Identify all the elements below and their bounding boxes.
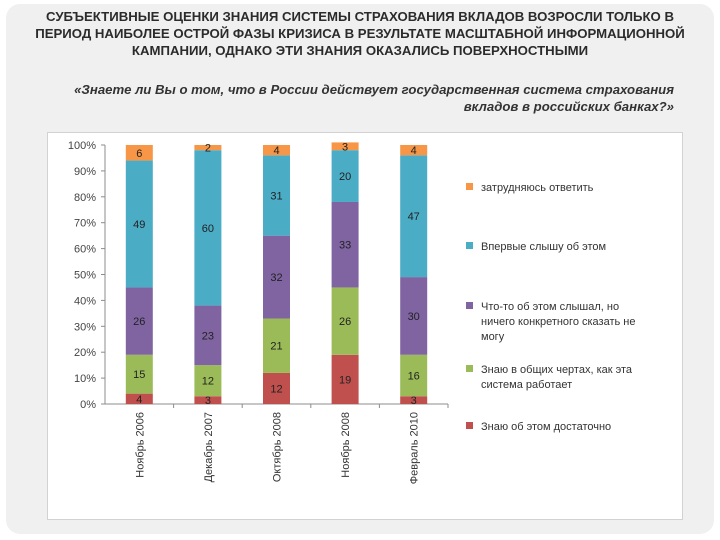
legend-entry: затрудняюсь ответить — [481, 182, 594, 194]
bar-data-label: 26 — [339, 316, 351, 328]
bar-data-label: 60 — [202, 223, 214, 235]
bar-segment — [400, 354, 428, 397]
bar-segment — [194, 150, 222, 306]
bar-data-label: 20 — [339, 171, 351, 183]
y-tick-label: 50% — [74, 270, 96, 282]
y-tick-label: 20% — [74, 347, 96, 359]
bar-data-label: 3 — [205, 395, 211, 407]
bar-data-label: 21 — [270, 341, 282, 353]
bar-segment — [263, 145, 290, 156]
bar-segment — [331, 142, 359, 151]
y-tick-label: 0% — [80, 399, 96, 411]
bar-data-label: 32 — [270, 272, 282, 284]
bar-segment — [263, 372, 290, 404]
legend-swatch — [466, 422, 473, 429]
legend-label-line: Что-то об этом слышал, но — [481, 301, 619, 313]
y-tick-label: 30% — [74, 321, 96, 333]
bar-data-label: 30 — [408, 311, 420, 323]
bar-data-label: 31 — [270, 191, 282, 203]
bar-segment — [400, 277, 428, 355]
bar-segment — [331, 150, 359, 202]
x-tick-label: Декабрь 2007 — [203, 412, 215, 482]
bar-data-label: 6 — [136, 148, 142, 160]
bar-data-label: 23 — [202, 330, 214, 342]
legend-entry: Что-то об этом слышал, но ничего конкретн… — [481, 301, 635, 343]
bar-data-label: 49 — [133, 219, 145, 231]
y-tick-label: 60% — [74, 244, 96, 256]
bar-segment — [400, 155, 428, 278]
legend-entry: Впервые слышу об этом — [481, 241, 606, 253]
legend-entry: Знаю об этом достаточно — [481, 421, 611, 433]
bar-segment — [125, 393, 153, 404]
bar-data-label: 15 — [133, 369, 145, 381]
bar-segment — [331, 287, 359, 355]
bar-data-label: 3 — [411, 395, 417, 407]
stacked-bar-chart: 0%10%20%30%40%50%60%70%80%90%100%4152649… — [68, 140, 636, 484]
bar-data-label: 12 — [270, 383, 282, 395]
legend-label-line: система работает — [481, 379, 572, 391]
bar-data-label: 26 — [133, 316, 145, 328]
bar-data-label: 3 — [342, 141, 348, 153]
y-tick-label: 80% — [74, 192, 96, 204]
y-tick-label: 10% — [74, 373, 96, 385]
bar-data-label: 4 — [411, 145, 417, 157]
bar-segment — [125, 145, 153, 161]
bar-data-label: 33 — [339, 240, 351, 252]
bar-segment — [331, 201, 359, 288]
bar-segment — [400, 396, 428, 404]
x-tick-label: Ноябрь 2006 — [134, 412, 146, 478]
slide-title: СУБЪЕКТИВНЫЕ ОЦЕНКИ ЗНАНИЯ СИСТЕМЫ СТРАХ… — [35, 9, 685, 58]
legend-label-line: ничего конкретного сказать не — [481, 316, 635, 328]
x-tick-label: Февраль 2010 — [409, 412, 421, 484]
x-tick-label: Октябрь 2008 — [272, 412, 284, 482]
bar-segment — [125, 354, 153, 394]
bar-data-label: 4 — [136, 394, 142, 406]
legend-entry: Знаю в общих чертах, как эта система рабо… — [481, 364, 633, 391]
legend-swatch — [466, 183, 473, 190]
bar-segment — [194, 396, 222, 404]
bar-data-label: 12 — [202, 376, 214, 388]
y-tick-label: 70% — [74, 218, 96, 230]
legend-swatch — [466, 365, 473, 372]
bar-segment — [263, 155, 290, 236]
slide-subtitle: «Знаете ли Вы о том, что в России действ… — [74, 82, 674, 114]
y-tick-label: 100% — [68, 140, 96, 152]
bar-segment — [194, 305, 222, 366]
legend-swatch — [466, 242, 473, 249]
bar-segment — [400, 145, 428, 156]
bar-segment — [263, 235, 290, 319]
chart-area: 0% 10% 20% 30% 40% 50% 60% 70% 80% 90% 100% 4 15 26 49… — [47, 132, 683, 520]
legend-swatch — [466, 302, 473, 309]
legend-label-line: Знаю об этом достаточно — [481, 421, 611, 433]
legend-label-line: затрудняюсь ответить — [481, 182, 594, 194]
y-tick-label: 90% — [74, 166, 96, 178]
bar-segment — [331, 354, 359, 404]
x-tick-label: Ноябрь 2008 — [340, 412, 352, 478]
bar-data-label: 47 — [408, 211, 420, 223]
legend-label-line: Знаю в общих чертах, как эта — [481, 364, 633, 376]
bar-segment — [263, 318, 290, 373]
bar-segment — [125, 160, 153, 288]
legend-label-line: могу — [481, 331, 505, 343]
legend-label-line: Впервые слышу об этом — [481, 241, 606, 253]
bar-data-label: 4 — [273, 145, 279, 157]
bar-segment — [194, 145, 222, 151]
bar-data-label: 2 — [205, 143, 211, 155]
bar-data-label: 16 — [408, 371, 420, 383]
bar-segment — [125, 287, 153, 355]
y-tick-label: 40% — [74, 295, 96, 307]
bar-data-label: 19 — [339, 374, 351, 386]
bar-segment — [194, 365, 222, 397]
